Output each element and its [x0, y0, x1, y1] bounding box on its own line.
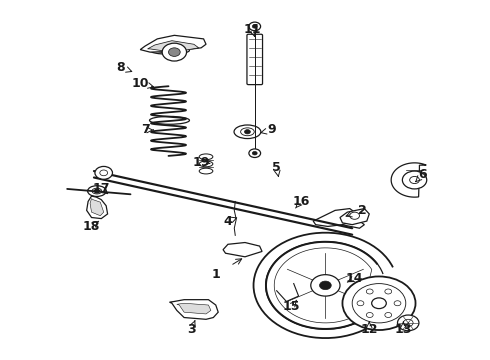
- Circle shape: [357, 301, 364, 306]
- Text: 13: 13: [394, 323, 412, 336]
- FancyBboxPatch shape: [247, 34, 263, 85]
- Polygon shape: [87, 196, 108, 219]
- Text: 1: 1: [211, 268, 220, 281]
- Circle shape: [343, 276, 416, 330]
- Circle shape: [319, 281, 331, 290]
- Polygon shape: [313, 208, 357, 226]
- Circle shape: [385, 312, 392, 318]
- Polygon shape: [340, 208, 369, 225]
- Text: 10: 10: [131, 77, 149, 90]
- Circle shape: [162, 43, 187, 61]
- Circle shape: [367, 312, 373, 318]
- Polygon shape: [391, 163, 426, 197]
- Polygon shape: [274, 248, 372, 323]
- Circle shape: [367, 289, 373, 294]
- Polygon shape: [147, 41, 199, 51]
- Circle shape: [410, 176, 419, 184]
- Text: 17: 17: [93, 183, 110, 195]
- Text: 7: 7: [141, 123, 149, 136]
- Circle shape: [249, 149, 261, 157]
- Ellipse shape: [92, 188, 102, 194]
- Ellipse shape: [234, 125, 261, 139]
- Circle shape: [350, 212, 360, 219]
- Text: 4: 4: [223, 215, 232, 228]
- Circle shape: [403, 319, 413, 327]
- Text: 19: 19: [193, 156, 210, 168]
- Circle shape: [252, 24, 257, 28]
- Ellipse shape: [199, 161, 213, 167]
- Circle shape: [245, 130, 250, 134]
- Ellipse shape: [149, 46, 190, 54]
- Polygon shape: [223, 243, 262, 257]
- Polygon shape: [170, 300, 218, 319]
- Text: 16: 16: [293, 195, 310, 208]
- Ellipse shape: [199, 154, 213, 159]
- Circle shape: [402, 171, 427, 189]
- Ellipse shape: [241, 128, 254, 136]
- Circle shape: [352, 284, 406, 323]
- Circle shape: [100, 170, 108, 176]
- Text: 8: 8: [117, 61, 125, 74]
- Text: 2: 2: [358, 204, 367, 217]
- Text: 12: 12: [361, 323, 378, 336]
- Ellipse shape: [149, 116, 190, 124]
- Text: 14: 14: [346, 272, 364, 285]
- Circle shape: [394, 301, 401, 306]
- Text: 18: 18: [83, 220, 100, 233]
- Circle shape: [95, 166, 113, 179]
- Circle shape: [372, 298, 386, 309]
- Polygon shape: [333, 217, 365, 228]
- Text: 15: 15: [283, 300, 300, 313]
- Polygon shape: [177, 303, 211, 314]
- Circle shape: [311, 275, 340, 296]
- Ellipse shape: [88, 186, 106, 197]
- Circle shape: [385, 289, 392, 294]
- Text: 11: 11: [244, 23, 261, 36]
- Ellipse shape: [199, 168, 213, 174]
- Polygon shape: [140, 35, 206, 52]
- Text: 5: 5: [272, 161, 281, 174]
- Circle shape: [169, 48, 180, 57]
- Polygon shape: [90, 199, 104, 216]
- Circle shape: [95, 189, 99, 193]
- Text: 6: 6: [418, 168, 427, 181]
- Circle shape: [252, 152, 257, 155]
- Circle shape: [397, 315, 419, 331]
- Ellipse shape: [156, 48, 183, 53]
- Circle shape: [249, 22, 261, 31]
- Text: 9: 9: [268, 123, 276, 136]
- Text: 3: 3: [187, 323, 196, 336]
